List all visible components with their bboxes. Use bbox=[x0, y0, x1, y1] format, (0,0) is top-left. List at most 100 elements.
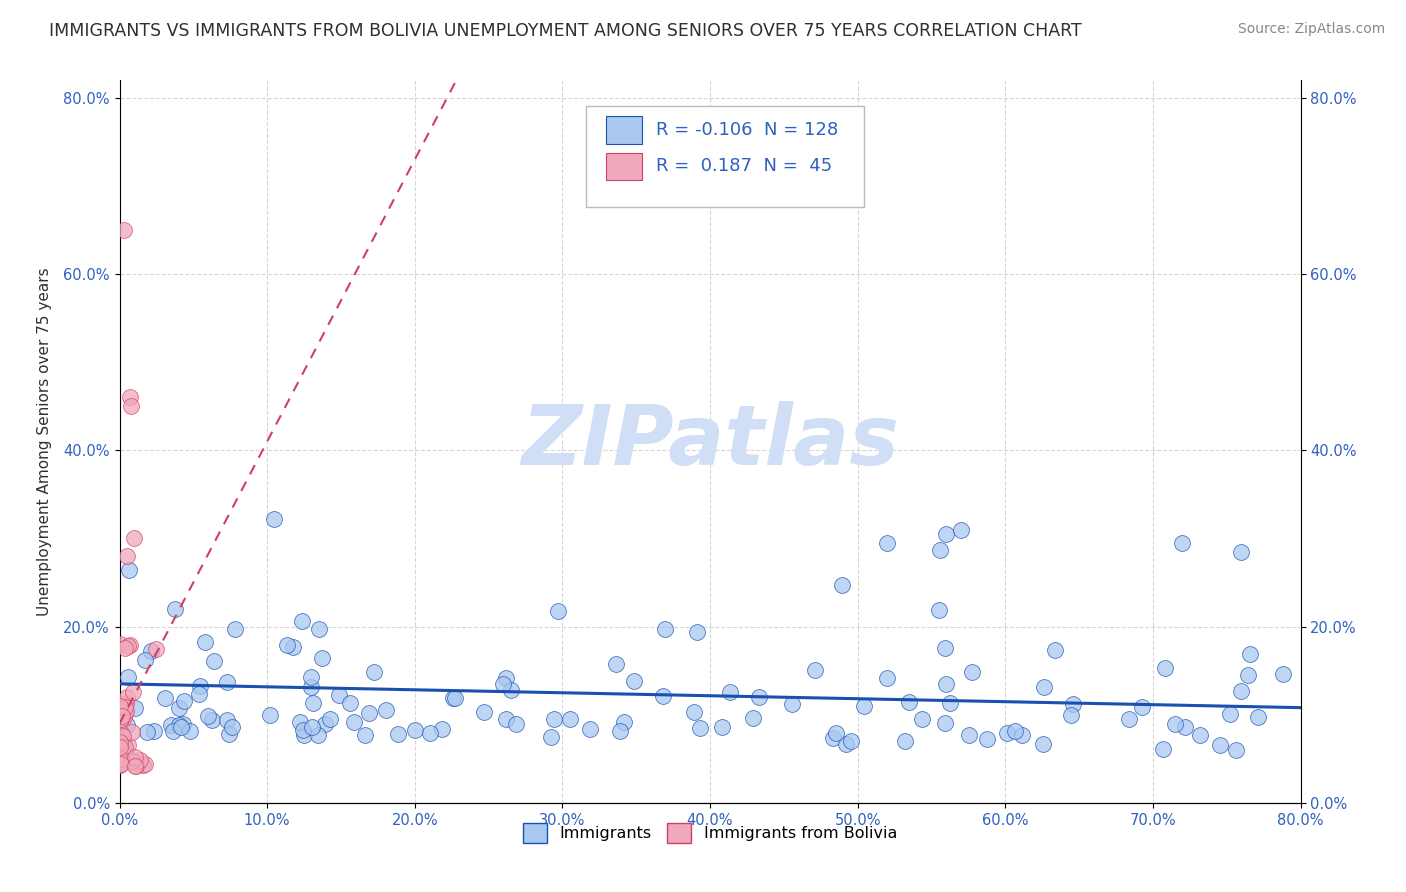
Point bbox=[543, 712, 565, 726]
Legend: Immigrants, Immigrants from Bolivia: Immigrants, Immigrants from Bolivia bbox=[516, 817, 904, 849]
Point bbox=[748, 690, 770, 704]
Point bbox=[134, 756, 156, 771]
Point bbox=[1118, 712, 1140, 726]
Point bbox=[558, 713, 581, 727]
Point bbox=[108, 701, 131, 715]
Point bbox=[1130, 700, 1153, 714]
Point bbox=[839, 734, 862, 748]
Point bbox=[118, 638, 141, 652]
Point bbox=[495, 671, 517, 685]
Point bbox=[291, 614, 314, 628]
Point bbox=[145, 641, 167, 656]
Point bbox=[292, 728, 315, 742]
Point bbox=[928, 603, 950, 617]
Point bbox=[153, 690, 176, 705]
Point bbox=[609, 724, 631, 739]
Point bbox=[686, 625, 709, 640]
Point bbox=[263, 512, 285, 526]
Point bbox=[339, 696, 361, 710]
Point bbox=[283, 640, 305, 654]
Point bbox=[893, 734, 915, 748]
Point bbox=[120, 399, 142, 413]
Point bbox=[276, 638, 298, 652]
Point bbox=[114, 704, 136, 718]
Point bbox=[652, 689, 675, 703]
Point bbox=[928, 542, 950, 557]
Point bbox=[114, 699, 136, 714]
Y-axis label: Unemployment Among Seniors over 75 years: Unemployment Among Seniors over 75 years bbox=[37, 268, 52, 615]
Point bbox=[876, 536, 898, 550]
Point bbox=[111, 706, 134, 720]
Point bbox=[117, 639, 139, 653]
FancyBboxPatch shape bbox=[586, 105, 863, 207]
Point bbox=[578, 722, 600, 736]
Point bbox=[118, 391, 141, 405]
Point bbox=[1060, 707, 1083, 722]
Point bbox=[114, 740, 136, 755]
Point bbox=[1164, 717, 1187, 731]
Point bbox=[605, 657, 627, 671]
Point bbox=[114, 706, 136, 720]
Point bbox=[613, 714, 636, 729]
Point bbox=[110, 756, 132, 771]
Point bbox=[935, 677, 957, 691]
Point bbox=[623, 674, 645, 689]
Point bbox=[288, 714, 311, 729]
Point bbox=[307, 728, 329, 742]
Point bbox=[110, 752, 132, 766]
Point bbox=[108, 756, 131, 770]
Point bbox=[1225, 742, 1247, 756]
Point bbox=[495, 712, 517, 726]
Point bbox=[124, 759, 146, 773]
Point bbox=[499, 683, 522, 698]
Point bbox=[111, 708, 134, 723]
Point bbox=[224, 622, 246, 636]
Point bbox=[112, 223, 135, 237]
Point bbox=[1247, 710, 1270, 724]
Point bbox=[1236, 668, 1258, 682]
Point bbox=[179, 723, 201, 738]
Point bbox=[117, 717, 139, 731]
Point bbox=[689, 722, 711, 736]
Point bbox=[221, 720, 243, 734]
Point bbox=[112, 755, 135, 769]
Point bbox=[1045, 642, 1067, 657]
Point bbox=[201, 713, 224, 727]
Point bbox=[960, 665, 983, 680]
Point bbox=[375, 703, 398, 717]
Point bbox=[135, 724, 157, 739]
Point bbox=[187, 687, 209, 701]
Point bbox=[124, 532, 146, 546]
Point bbox=[1154, 661, 1177, 675]
Point bbox=[540, 731, 562, 745]
Point bbox=[292, 723, 315, 737]
Point bbox=[134, 653, 156, 667]
Text: IMMIGRANTS VS IMMIGRANTS FROM BOLIVIA UNEMPLOYMENT AMONG SENIORS OVER 75 YEARS C: IMMIGRANTS VS IMMIGRANTS FROM BOLIVIA UN… bbox=[49, 22, 1083, 40]
Point bbox=[121, 725, 143, 739]
Point bbox=[387, 727, 409, 741]
Point bbox=[124, 701, 146, 715]
Point bbox=[114, 747, 136, 762]
Point bbox=[108, 735, 131, 749]
Point bbox=[1219, 706, 1241, 721]
Point bbox=[1171, 536, 1194, 550]
Point bbox=[121, 754, 143, 768]
Point bbox=[117, 563, 139, 577]
Point bbox=[311, 650, 333, 665]
Point bbox=[302, 697, 325, 711]
Point bbox=[1033, 680, 1056, 694]
Point bbox=[167, 718, 190, 732]
Point bbox=[898, 695, 921, 709]
Point bbox=[115, 549, 138, 563]
Point bbox=[720, 685, 742, 699]
Point bbox=[129, 753, 152, 767]
Point bbox=[853, 698, 876, 713]
Point bbox=[127, 756, 149, 771]
Point bbox=[742, 711, 765, 725]
Point bbox=[108, 698, 131, 713]
Point bbox=[1062, 697, 1084, 711]
Point bbox=[301, 720, 323, 734]
Point bbox=[1229, 683, 1251, 698]
Bar bbox=[606, 116, 641, 144]
Point bbox=[935, 527, 957, 541]
